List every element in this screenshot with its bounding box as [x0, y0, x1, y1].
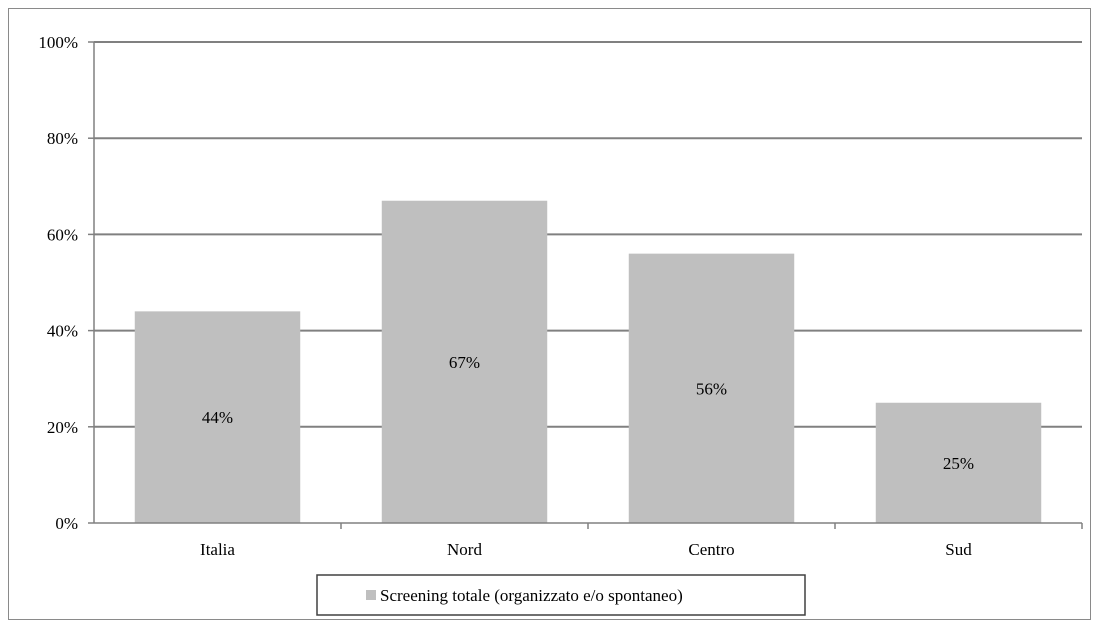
legend-swatch	[366, 590, 376, 600]
y-tick-label: 0%	[55, 514, 78, 533]
x-tick-label: Centro	[688, 540, 734, 559]
labels: 0% 20% 40% 60% 80% 100% 44% Italia 67% Nord 56% Cen…	[38, 33, 974, 559]
data-label: 67%	[449, 353, 480, 372]
y-tick-label: 100%	[38, 33, 78, 52]
y-tick-label: 20%	[47, 418, 78, 437]
bar-italia	[134, 311, 301, 523]
x-tick-label: Italia	[200, 540, 235, 559]
y-tick-label: 80%	[47, 129, 78, 148]
axes	[88, 41, 1083, 529]
bar-nord	[381, 200, 548, 524]
data-label: 44%	[202, 408, 233, 427]
y-tick-label: 60%	[47, 225, 78, 244]
x-tick-label: Sud	[945, 540, 972, 559]
data-label: 25%	[943, 454, 974, 473]
data-label: 56%	[696, 379, 727, 398]
legend-label: Screening totale (organizzato e/o sponta…	[380, 586, 683, 605]
y-tick-label: 40%	[47, 322, 78, 341]
legend: Screening totale (organizzato e/o sponta…	[316, 574, 806, 616]
bars	[134, 200, 1042, 524]
bar-centro	[628, 253, 795, 523]
bar-sud	[875, 402, 1042, 523]
legend-box	[316, 574, 806, 616]
x-tick-label: Nord	[447, 540, 482, 559]
